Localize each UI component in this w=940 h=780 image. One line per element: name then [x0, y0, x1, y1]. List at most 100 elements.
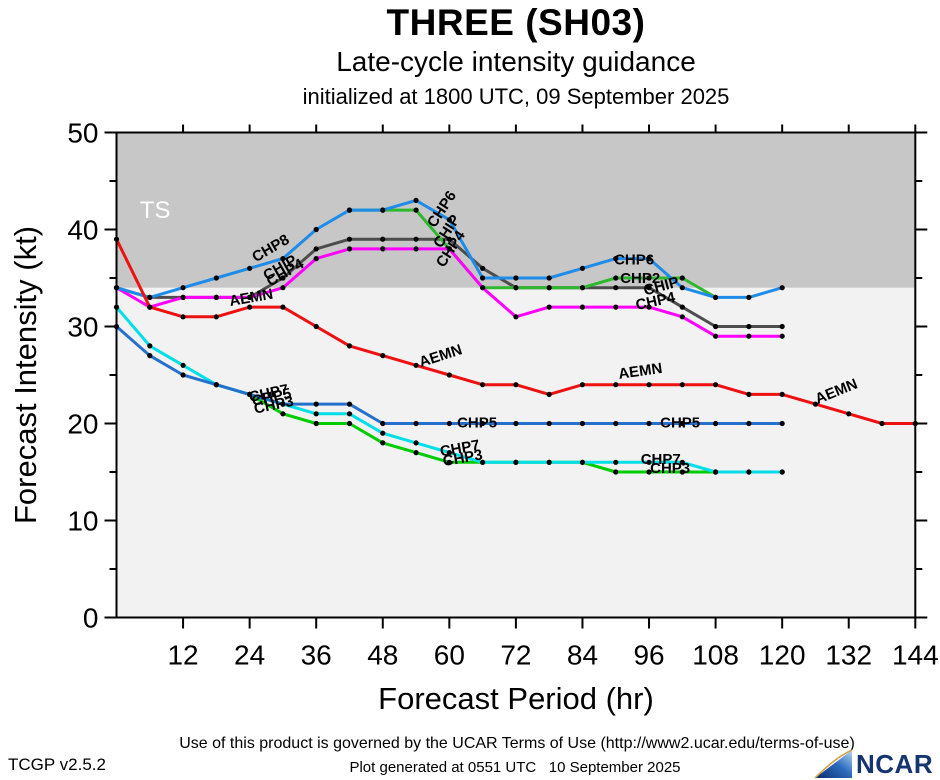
- data-point: [579, 382, 586, 388]
- data-point: [646, 420, 652, 427]
- data-point: [446, 459, 452, 465]
- data-point: [679, 420, 685, 427]
- data-point: [713, 294, 719, 300]
- data-point: [380, 236, 386, 242]
- data-point: [213, 275, 219, 281]
- x-axis-title: Forecast Period (hr): [378, 681, 654, 716]
- data-point: [679, 275, 685, 281]
- data-point: [746, 323, 752, 330]
- data-point: [313, 323, 319, 330]
- data-point: [346, 420, 353, 427]
- data-point: [646, 469, 652, 475]
- x-tick-label: 108: [692, 640, 739, 671]
- data-point: [779, 420, 785, 427]
- line-label-chp2: CHP2: [620, 270, 660, 287]
- data-point: [446, 246, 452, 252]
- data-point: [446, 420, 452, 427]
- data-point: [413, 197, 419, 203]
- initialization-time: initialized at 1800 UTC, 09 September 20…: [302, 84, 730, 109]
- ucar-terms-line: Use of this product is governed by the U…: [179, 735, 855, 752]
- data-point: [346, 401, 353, 407]
- x-tick-label: 96: [633, 640, 664, 671]
- data-point: [713, 323, 719, 330]
- x-tick-label: 132: [825, 640, 872, 671]
- data-point: [879, 420, 885, 427]
- data-point: [346, 207, 353, 213]
- data-point: [380, 353, 386, 359]
- data-point: [513, 459, 519, 465]
- x-tick-label: 24: [234, 640, 265, 671]
- data-point: [646, 275, 652, 281]
- plot-generated-line: Plot generated at 0551 UTC 10 September …: [349, 759, 681, 776]
- data-point: [346, 236, 353, 242]
- data-point: [546, 275, 552, 281]
- data-point: [313, 226, 319, 233]
- data-point: [846, 411, 852, 417]
- data-point: [147, 294, 153, 300]
- data-point: [579, 420, 586, 427]
- data-point: [679, 304, 685, 310]
- line-label-chp5: CHP5: [457, 414, 497, 431]
- data-point: [413, 207, 419, 213]
- data-point: [646, 256, 652, 262]
- axes: 12 24 36 48 60 72 84 96 108 120 132 144 0 10 20 30 40 50: [67, 118, 938, 671]
- data-point: [746, 391, 752, 397]
- data-point: [247, 391, 253, 397]
- data-point: [746, 333, 752, 339]
- data-point: [679, 469, 685, 475]
- data-point: [147, 343, 153, 349]
- data-point: [546, 459, 552, 465]
- data-point: [413, 440, 419, 446]
- data-point: [546, 391, 552, 397]
- data-point: [679, 285, 685, 291]
- data-point: [579, 459, 586, 465]
- data-point: [413, 236, 419, 242]
- y-tick-label: 50: [67, 118, 98, 149]
- line-label-chp3: CHP3: [650, 460, 690, 477]
- line-label-aemn: AEMN: [617, 360, 663, 383]
- data-point: [413, 450, 419, 456]
- data-point: [779, 323, 785, 330]
- data-point: [779, 333, 785, 339]
- data-point: [679, 314, 685, 320]
- data-point: [779, 391, 785, 397]
- data-point: [480, 420, 486, 427]
- line-label-chp6: CHP6: [614, 251, 654, 268]
- x-tick-label: 72: [500, 640, 531, 671]
- data-point: [480, 285, 486, 291]
- data-point: [546, 304, 552, 310]
- data-point: [713, 382, 719, 388]
- data-point: [346, 343, 353, 349]
- data-point: [446, 236, 452, 242]
- data-point: [280, 304, 286, 310]
- data-point: [613, 459, 619, 465]
- data-point: [779, 285, 785, 291]
- data-point: [413, 246, 419, 252]
- data-point: [613, 275, 619, 281]
- data-point: [213, 382, 219, 388]
- data-point: [147, 353, 153, 359]
- series-chp8: [113, 197, 785, 300]
- data-point: [779, 469, 785, 475]
- data-point: [679, 382, 685, 388]
- data-point: [613, 420, 619, 427]
- x-tick-label: 48: [367, 640, 398, 671]
- data-point: [413, 362, 419, 368]
- storm-title: THREE (SH03): [386, 2, 646, 43]
- data-point: [280, 285, 286, 291]
- series-line-chp2: [349, 208, 717, 299]
- data-point: [613, 285, 619, 291]
- data-point: [180, 362, 186, 368]
- data-point: [513, 420, 519, 427]
- series-chp5: [113, 323, 785, 427]
- data-point: [579, 304, 586, 310]
- data-point: [812, 401, 819, 407]
- data-point: [313, 401, 319, 407]
- ncar-logo-triangle: [814, 749, 853, 779]
- data-point: [613, 256, 619, 262]
- data-point: [513, 314, 519, 320]
- data-point: [313, 256, 319, 262]
- data-point: [513, 382, 519, 388]
- data-point: [213, 294, 219, 300]
